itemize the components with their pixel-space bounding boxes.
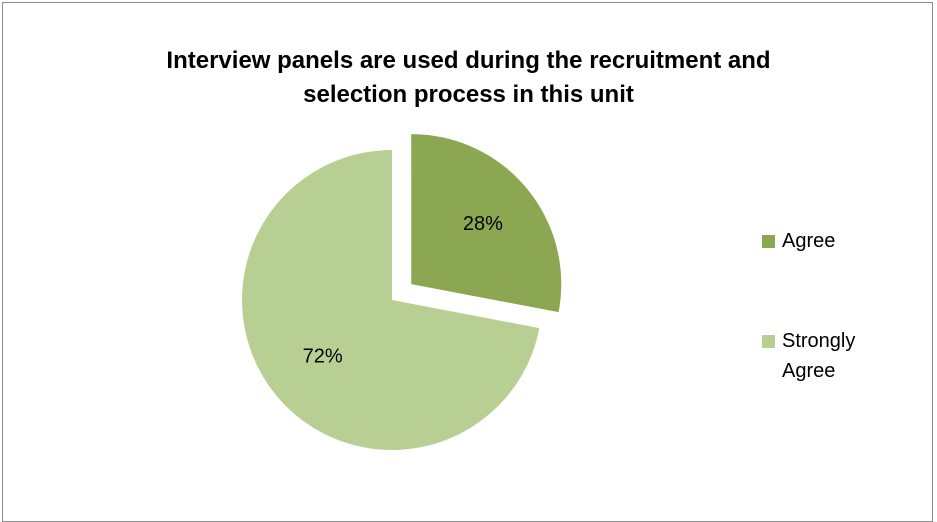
- chart-title-line-1: Interview panels are used during the rec…: [166, 47, 771, 74]
- legend-label-strongly-agree: Strongly Agree: [782, 330, 856, 382]
- legend-item-strongly-agree: Strongly Agree: [762, 326, 855, 386]
- chart-title: Interview panels are used during the rec…: [0, 44, 937, 112]
- legend-item-agree: Agree: [762, 226, 835, 256]
- pie-chart: 28% 72%: [241, 134, 562, 450]
- legend-swatch-strongly-agree: [762, 335, 775, 348]
- legend-label-agree: Agree: [782, 230, 836, 252]
- pie-slice-agree: [411, 134, 562, 313]
- data-label-strongly-agree: 72%: [303, 346, 343, 368]
- pie-slice-strongly-agree: [241, 150, 540, 450]
- data-label-agree: 28%: [463, 213, 503, 235]
- legend-swatch-agree: [762, 235, 775, 248]
- chart-title-line-2: selection process in this unit: [303, 81, 634, 108]
